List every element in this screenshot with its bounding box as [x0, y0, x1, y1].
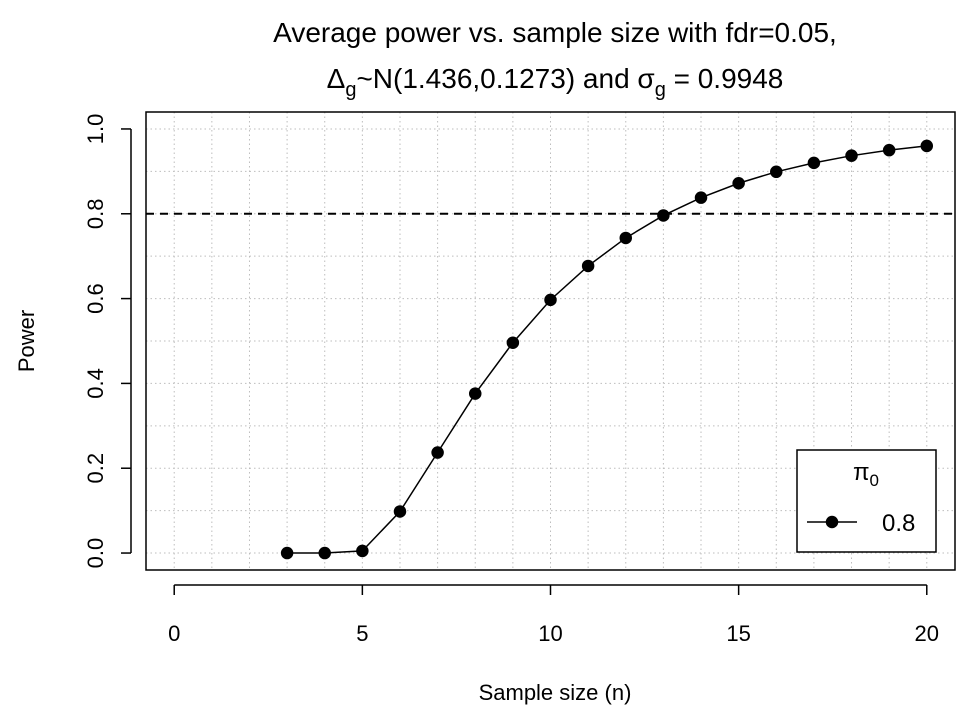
data-point — [657, 209, 670, 222]
x-tick-label: 20 — [915, 621, 939, 646]
data-point — [506, 336, 520, 349]
x-tick-label: 15 — [726, 621, 750, 646]
y-tick-label: 1.0 — [83, 114, 108, 145]
data-point — [807, 156, 821, 170]
data-point — [318, 546, 331, 560]
legend-marker — [825, 515, 839, 529]
data-point — [732, 176, 745, 190]
chart-title-line2: Δg~N(1.436,0.1273) and σg = 0.9948 — [327, 63, 784, 101]
data-point — [280, 546, 294, 560]
data-point — [431, 446, 444, 459]
delta-symbol: Δ — [327, 63, 346, 94]
y-tick-label: 0.8 — [83, 198, 108, 229]
y-axis-title: Power — [14, 310, 39, 372]
sigma-subscript: g — [655, 79, 666, 101]
x-axis-title: Sample size (n) — [479, 680, 632, 705]
data-point — [468, 387, 482, 400]
x-tick-label: 5 — [356, 621, 368, 646]
data-point — [356, 544, 369, 558]
y-tick-label: 0.4 — [83, 368, 108, 399]
distribution-text: ~N(1.436,0.1273) and — [356, 63, 637, 94]
legend-title-symbol: π — [853, 459, 870, 486]
chart-title-line1: Average power vs. sample size with fdr=0… — [273, 17, 837, 48]
legend: π0 0.8 — [796, 449, 937, 553]
legend-title-subscript: 0 — [870, 471, 879, 490]
legend-title: π0 — [853, 459, 879, 490]
y-tick-label: 0.0 — [83, 538, 108, 569]
sigma-value: = 0.9948 — [666, 63, 784, 94]
data-point — [581, 259, 595, 273]
data-point — [544, 293, 557, 307]
plot-frame — [145, 111, 956, 571]
y-tick-label: 0.6 — [83, 283, 108, 314]
data-point — [619, 231, 633, 245]
data-point — [393, 505, 407, 518]
y-tick-label: 0.2 — [83, 453, 108, 484]
sigma-symbol: σ — [637, 63, 654, 94]
x-tick-label: 10 — [538, 621, 562, 646]
series-line — [287, 145, 927, 554]
data-point — [920, 139, 934, 153]
legend-entry-label: 0.8 — [882, 510, 915, 537]
data-point — [845, 149, 858, 162]
data-point — [694, 191, 708, 204]
x-tick-label: 0 — [168, 621, 180, 646]
data-point — [882, 143, 896, 157]
series-layer — [280, 139, 934, 560]
axes-layer: 0 5 10 15 20 0.0 0.2 0.4 0.6 0.8 1.0 — [83, 114, 939, 646]
delta-subscript: g — [345, 79, 356, 101]
data-point — [770, 165, 783, 179]
legend-box — [796, 449, 937, 553]
